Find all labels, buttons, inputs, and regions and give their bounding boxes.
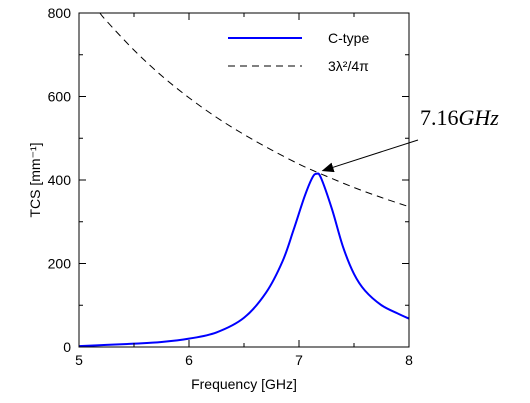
peak-annotation: 7.16GHz <box>321 105 499 173</box>
annotation-value: 7.16 <box>420 105 459 130</box>
annotation-arrow <box>321 139 419 173</box>
series-line-dashed <box>99 12 410 208</box>
x-tick-label: 7 <box>295 352 303 368</box>
x-tick-label: 6 <box>185 352 193 368</box>
y-tick-label: 600 <box>48 89 72 105</box>
annotation-label: 7.16GHz <box>420 105 499 130</box>
x-axis-title: Frequency [GHz] <box>191 376 297 392</box>
x-tick-label: 5 <box>75 352 83 368</box>
legend-label-dashed: 3λ²/4π <box>328 58 369 74</box>
y-tick-label: 400 <box>48 172 72 188</box>
legend-label-c-type: C-type <box>328 30 369 46</box>
legend: C-type 3λ²/4π <box>228 30 369 74</box>
y-tick-label: 800 <box>48 5 72 21</box>
y-tick-label: 0 <box>63 339 71 355</box>
x-tick-label: 8 <box>405 352 413 368</box>
y-tick-label: 200 <box>48 256 72 272</box>
series-layer <box>78 12 410 348</box>
tick-labels-layer: 5 6 7 8 0 200 400 600 800 <box>48 5 413 368</box>
annotation-unit: GHz <box>459 105 500 130</box>
y-axis-title: TCS [mm⁻¹] <box>27 142 43 217</box>
ticks-layer <box>78 12 410 348</box>
series-line-c-type <box>78 172 410 348</box>
